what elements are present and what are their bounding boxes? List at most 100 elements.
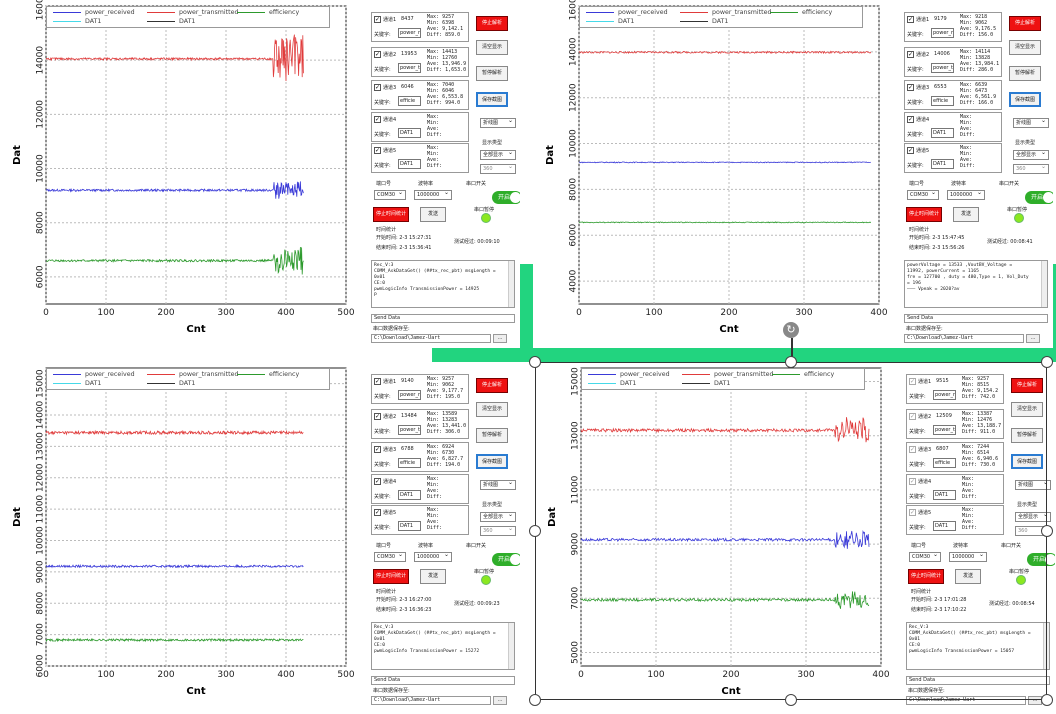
send-button[interactable]: 发送: [420, 207, 446, 222]
clear-display-button[interactable]: 清空显示: [1009, 40, 1041, 55]
clear-display-button[interactable]: 清空显示: [1011, 402, 1043, 417]
stop-parse-button[interactable]: 停止解析: [1011, 378, 1043, 393]
display-count-input[interactable]: 360: [1013, 163, 1049, 174]
save-path-input[interactable]: C:\Download\Jamez-Uart: [371, 696, 491, 705]
port-switch-toggle[interactable]: 开启: [492, 553, 520, 566]
display-count-input[interactable]: 360: [480, 163, 516, 174]
display-type-select[interactable]: 全部显示: [1013, 149, 1049, 160]
port-select[interactable]: COM30: [909, 551, 941, 562]
channel-3-keyword-input[interactable]: efficie: [398, 458, 421, 468]
channel-1-keyword-input[interactable]: power_r: [933, 390, 956, 400]
send-button[interactable]: 发送: [953, 207, 979, 222]
stop-parse-button[interactable]: 停止解析: [1009, 16, 1041, 31]
log-scrollbar[interactable]: [508, 623, 514, 669]
channel-4-checkbox[interactable]: ✓: [374, 478, 381, 485]
channel-3-keyword-input[interactable]: efficie: [931, 96, 954, 106]
pause-parse-button[interactable]: 暂停解析: [1009, 66, 1041, 81]
display-type-select[interactable]: 全部显示: [1015, 511, 1051, 522]
stop-time-stat-button[interactable]: 停止时间统计: [373, 569, 409, 584]
channel-3-checkbox[interactable]: ✓: [374, 84, 381, 91]
rotate-handle-icon[interactable]: ↻: [783, 322, 799, 338]
port-pause-indicator[interactable]: [1016, 575, 1026, 585]
port-select[interactable]: COM30: [374, 189, 406, 200]
channel-5-keyword-input[interactable]: DAT1: [931, 159, 954, 169]
receive-log[interactable]: Rec_V:3 COMM_AskDataGet() (##tx_rec_pbt) …: [371, 260, 515, 308]
port-pause-indicator[interactable]: [1014, 213, 1024, 223]
clear-display-button[interactable]: 清空显示: [476, 40, 508, 55]
channel-1-keyword-input[interactable]: power_r: [398, 28, 421, 38]
baud-select[interactable]: 1000000: [947, 189, 985, 200]
port-switch-toggle[interactable]: 开启: [1027, 553, 1055, 566]
channel-1-keyword-input[interactable]: power_r: [931, 28, 954, 38]
resize-handle-top[interactable]: [785, 356, 797, 368]
port-select[interactable]: COM30: [374, 551, 406, 562]
channel-3-keyword-input[interactable]: efficie: [933, 458, 956, 468]
resize-handle-top-left[interactable]: [529, 356, 541, 368]
send-button[interactable]: 发送: [955, 569, 981, 584]
channel-5-keyword-input[interactable]: DAT1: [398, 159, 421, 169]
save-path-input[interactable]: C:\Download\Jamez-Uart: [906, 696, 1026, 705]
clear-display-button[interactable]: 清空显示: [476, 402, 508, 417]
channel-4-checkbox[interactable]: ✓: [909, 478, 916, 485]
stop-parse-button[interactable]: 停止解析: [476, 16, 508, 31]
channel-2-checkbox[interactable]: ✓: [374, 51, 381, 58]
receive-log[interactable]: powerVoltage = 13533 ,VoutBV_Voltage = 11…: [904, 260, 1048, 308]
chart-type-select[interactable]: 折线图: [480, 117, 516, 128]
browse-button[interactable]: ...: [493, 696, 507, 705]
chart-type-select[interactable]: 折线图: [1015, 479, 1051, 490]
channel-4-checkbox[interactable]: ✓: [907, 116, 914, 123]
display-type-select[interactable]: 全部显示: [480, 149, 516, 160]
port-switch-toggle[interactable]: 开启: [1025, 191, 1053, 204]
stop-time-stat-button[interactable]: 停止时间统计: [373, 207, 409, 222]
display-count-input[interactable]: 360: [480, 525, 516, 536]
pause-parse-button[interactable]: 暂停解析: [476, 428, 508, 443]
port-select[interactable]: COM30: [907, 189, 939, 200]
browse-button[interactable]: ...: [1026, 334, 1040, 343]
stop-parse-button[interactable]: 停止解析: [476, 378, 508, 393]
channel-4-keyword-input[interactable]: DAT1: [398, 490, 421, 500]
save-screenshot-button[interactable]: 保存截图: [1011, 454, 1043, 469]
send-data-input[interactable]: Send Data: [371, 314, 515, 323]
port-switch-toggle[interactable]: 开启: [492, 191, 520, 204]
display-type-select[interactable]: 全部显示: [480, 511, 516, 522]
log-scrollbar[interactable]: [508, 261, 514, 307]
channel-1-checkbox[interactable]: ✓: [909, 378, 916, 385]
channel-3-keyword-input[interactable]: efficie: [398, 96, 421, 106]
send-data-input[interactable]: Send Data: [904, 314, 1048, 323]
channel-2-checkbox[interactable]: ✓: [907, 51, 914, 58]
resize-handle-top-right[interactable]: [1041, 356, 1053, 368]
channel-3-checkbox[interactable]: ✓: [909, 446, 916, 453]
save-path-input[interactable]: C:\Download\Jamez-Uart: [371, 334, 491, 343]
channel-5-checkbox[interactable]: ✓: [374, 147, 381, 154]
stop-time-stat-button[interactable]: 停止时间统计: [906, 207, 942, 222]
channel-4-keyword-input[interactable]: DAT1: [933, 490, 956, 500]
send-button[interactable]: 发送: [420, 569, 446, 584]
channel-2-keyword-input[interactable]: power_t: [931, 63, 954, 73]
channel-5-checkbox[interactable]: ✓: [909, 509, 916, 516]
resize-handle-right[interactable]: [1041, 525, 1053, 537]
baud-select[interactable]: 1000000: [414, 551, 452, 562]
port-pause-indicator[interactable]: [481, 575, 491, 585]
resize-handle-bottom[interactable]: [785, 694, 797, 706]
log-scrollbar[interactable]: [1041, 261, 1047, 307]
save-screenshot-button[interactable]: 保存截图: [1009, 92, 1041, 107]
resize-handle-left[interactable]: [529, 525, 541, 537]
send-data-input[interactable]: Send Data: [906, 676, 1050, 685]
resize-handle-bottom-right[interactable]: [1041, 694, 1053, 706]
channel-2-keyword-input[interactable]: power_t: [398, 425, 421, 435]
channel-2-keyword-input[interactable]: power_t: [398, 63, 421, 73]
channel-1-checkbox[interactable]: ✓: [907, 16, 914, 23]
chart-type-select[interactable]: 折线图: [1013, 117, 1049, 128]
pause-parse-button[interactable]: 暂停解析: [476, 66, 508, 81]
receive-log[interactable]: Rec_V:3 COMM_AskDataGet() (##tx_rec_pbt) …: [371, 622, 515, 670]
channel-5-keyword-input[interactable]: DAT1: [933, 521, 956, 531]
channel-4-keyword-input[interactable]: DAT1: [398, 128, 421, 138]
save-screenshot-button[interactable]: 保存截图: [476, 454, 508, 469]
baud-select[interactable]: 1000000: [949, 551, 987, 562]
channel-3-checkbox[interactable]: ✓: [374, 446, 381, 453]
channel-5-checkbox[interactable]: ✓: [374, 509, 381, 516]
resize-handle-bottom-left[interactable]: [529, 694, 541, 706]
channel-4-keyword-input[interactable]: DAT1: [931, 128, 954, 138]
channel-5-checkbox[interactable]: ✓: [907, 147, 914, 154]
save-screenshot-button[interactable]: 保存截图: [476, 92, 508, 107]
